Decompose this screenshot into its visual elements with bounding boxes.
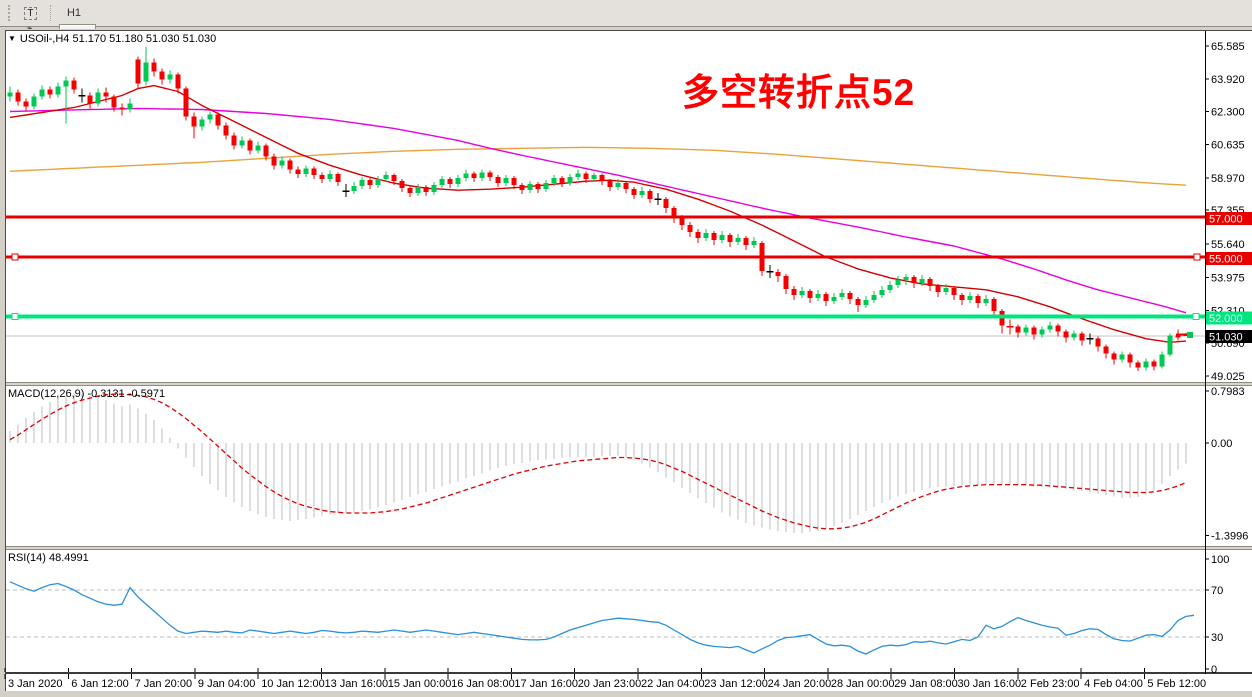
svg-text:0.00: 0.00 bbox=[1211, 438, 1232, 450]
symbol-ohlc-text: USOil-,H4 51.170 51.180 51.030 51.030 bbox=[19, 33, 217, 45]
text-box-tool-glyph: T bbox=[24, 6, 37, 20]
svg-text:0: 0 bbox=[1211, 664, 1217, 676]
chart-window[interactable]: 65.58563.92062.30060.63558.97057.35555.6… bbox=[0, 29, 1252, 697]
svg-text:55.640: 55.640 bbox=[1211, 239, 1245, 251]
svg-text:60.635: 60.635 bbox=[1211, 140, 1245, 152]
svg-text:13 Jan 16:00: 13 Jan 16:00 bbox=[325, 678, 389, 690]
svg-text:55.000: 55.000 bbox=[1209, 253, 1243, 265]
rsi-axis[interactable]: 100 70 30 0 bbox=[1205, 554, 1229, 676]
window-frame bbox=[0, 29, 1252, 697]
svg-text:53.975: 53.975 bbox=[1211, 272, 1245, 284]
svg-text:15 Jan 00:00: 15 Jan 00:00 bbox=[388, 678, 452, 690]
annotation-text[interactable]: 多空转折点52 bbox=[682, 72, 916, 113]
svg-text:30 Jan 16:00: 30 Jan 16:00 bbox=[958, 678, 1022, 690]
macd-pane bbox=[9, 393, 1187, 533]
symbol-ohlc-label: ▼ USOil-,H4 51.170 51.180 51.030 51.030 bbox=[8, 33, 216, 45]
last-bar-markers bbox=[1176, 332, 1193, 339]
svg-text:52.000: 52.000 bbox=[1209, 313, 1243, 325]
svg-text:70: 70 bbox=[1211, 585, 1223, 597]
toolbar: AT▼ M1M5M15M30H1H4D1W1MN bbox=[0, 0, 1252, 103]
ma-slow-orange bbox=[9, 146, 1187, 186]
svg-text:57.000: 57.000 bbox=[1209, 214, 1243, 226]
candlestick-series bbox=[7, 46, 1189, 371]
svg-text:24 Jan 20:00: 24 Jan 20:00 bbox=[768, 678, 832, 690]
svg-text:6 Jan 12:00: 6 Jan 12:00 bbox=[71, 678, 129, 690]
svg-text:0.7983: 0.7983 bbox=[1211, 386, 1245, 398]
svg-text:17 Jan 16:00: 17 Jan 16:00 bbox=[514, 678, 578, 690]
svg-text:10 Jan 12:00: 10 Jan 12:00 bbox=[261, 678, 325, 690]
toolbar-grip[interactable] bbox=[8, 5, 13, 21]
rsi-label: RSI(14) 48.4991 bbox=[8, 552, 89, 564]
svg-text:3 Jan 2020: 3 Jan 2020 bbox=[8, 678, 62, 690]
svg-text:4 Feb 04:00: 4 Feb 04:00 bbox=[1084, 678, 1143, 690]
ma-fast-red bbox=[9, 84, 1187, 344]
svg-text:23 Jan 12:00: 23 Jan 12:00 bbox=[704, 678, 768, 690]
svg-text:62.300: 62.300 bbox=[1211, 106, 1245, 118]
svg-text:29 Jan 08:00: 29 Jan 08:00 bbox=[894, 678, 958, 690]
svg-text:7 Jan 20:00: 7 Jan 20:00 bbox=[135, 678, 193, 690]
svg-text:9 Jan 04:00: 9 Jan 04:00 bbox=[198, 678, 256, 690]
horizontal-line-objects[interactable] bbox=[6, 215, 1205, 321]
svg-text:16 Jan 08:00: 16 Jan 08:00 bbox=[451, 678, 515, 690]
rsi-pane bbox=[6, 581, 1205, 655]
svg-text:28 Jan 00:00: 28 Jan 00:00 bbox=[831, 678, 895, 690]
macd-label: MACD(12,26,9) -0.3131 -0.5971 bbox=[8, 388, 166, 400]
pane-splitter-rsi[interactable] bbox=[6, 546, 1252, 550]
svg-text:100: 100 bbox=[1211, 554, 1229, 566]
svg-text:5 Feb 12:00: 5 Feb 12:00 bbox=[1147, 678, 1206, 690]
price-axis[interactable]: 65.58563.92062.30060.63558.97057.35555.6… bbox=[1205, 31, 1252, 674]
svg-text:22 Jan 04:00: 22 Jan 04:00 bbox=[641, 678, 705, 690]
svg-text:65.585: 65.585 bbox=[1211, 41, 1245, 53]
timeframe-h1-button[interactable]: H1 bbox=[66, 7, 81, 19]
svg-text:63.920: 63.920 bbox=[1211, 74, 1245, 86]
svg-text:51.030: 51.030 bbox=[1209, 332, 1243, 344]
svg-text:49.025: 49.025 bbox=[1211, 371, 1245, 383]
svg-text:20 Jan 23:00: 20 Jan 23:00 bbox=[578, 678, 642, 690]
date-axis[interactable]: 3 Jan 2020 6 Jan 12:00 7 Jan 20:00 9 Jan 04… bbox=[4, 668, 1206, 690]
svg-text:2 Feb 23:00: 2 Feb 23:00 bbox=[1021, 678, 1080, 690]
svg-text:-1.3996: -1.3996 bbox=[1211, 530, 1248, 542]
text-box-tool[interactable]: T bbox=[19, 3, 42, 23]
svg-text:30: 30 bbox=[1211, 632, 1223, 644]
chevron-down-icon[interactable]: ▼ bbox=[8, 34, 16, 43]
macd-axis[interactable]: 0.7983 0.00 -1.3996 bbox=[1205, 386, 1248, 542]
toolbar-separator bbox=[49, 5, 52, 21]
pane-splitter-macd[interactable] bbox=[6, 382, 1252, 386]
svg-text:58.970: 58.970 bbox=[1211, 173, 1245, 185]
